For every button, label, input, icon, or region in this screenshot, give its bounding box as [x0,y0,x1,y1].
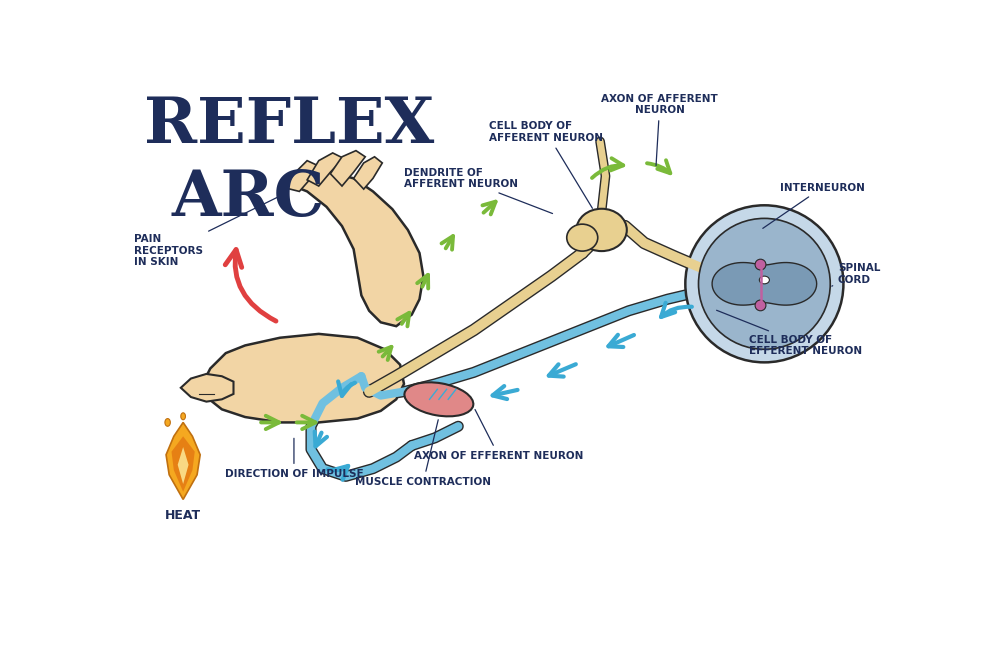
Text: PAIN
RECEPTORS
IN SKIN: PAIN RECEPTORS IN SKIN [134,192,287,267]
Text: INTERNEURON: INTERNEURON [763,183,865,228]
Text: CELL BODY OF
AFFERENT NEURON: CELL BODY OF AFFERENT NEURON [489,121,603,208]
Circle shape [698,218,830,349]
Text: MUSCLE CONTRACTION: MUSCLE CONTRACTION [355,420,491,487]
Circle shape [755,259,766,270]
Ellipse shape [165,419,170,426]
Text: DIRECTION OF IMPULSE: DIRECTION OF IMPULSE [225,438,363,479]
Polygon shape [181,374,234,402]
Polygon shape [330,151,365,186]
Text: SPINAL
CORD: SPINAL CORD [832,263,880,286]
Ellipse shape [404,382,473,417]
Polygon shape [178,447,189,484]
Polygon shape [712,263,817,305]
Text: HEAT: HEAT [165,509,201,522]
Text: AXON OF EFFERENT NEURON: AXON OF EFFERENT NEURON [414,409,583,460]
Ellipse shape [181,413,185,420]
Polygon shape [288,172,423,326]
Text: ARC: ARC [172,168,325,230]
Polygon shape [172,436,195,492]
Polygon shape [166,422,200,499]
Circle shape [685,205,843,363]
Text: REFLEX: REFLEX [144,95,435,156]
Text: DENDRITE OF
AFFERENT NEURON: DENDRITE OF AFFERENT NEURON [404,168,553,214]
Polygon shape [354,156,382,189]
Text: AXON OF AFFERENT
NEURON: AXON OF AFFERENT NEURON [601,94,718,166]
Polygon shape [202,334,404,422]
Ellipse shape [576,209,627,251]
Circle shape [755,300,766,311]
Polygon shape [284,160,319,192]
Ellipse shape [567,224,598,251]
Text: CELL BODY OF
EFFERENT NEURON: CELL BODY OF EFFERENT NEURON [717,310,862,356]
Ellipse shape [759,276,769,284]
Polygon shape [307,153,344,186]
